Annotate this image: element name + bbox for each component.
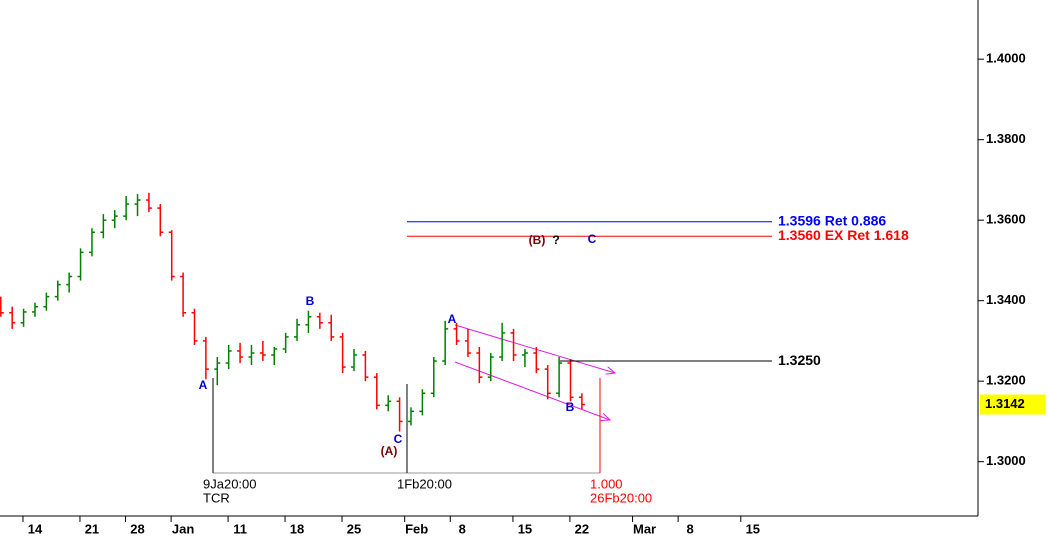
wave-label: ? xyxy=(552,233,559,247)
x-tick-label: 28 xyxy=(130,521,144,536)
wave-label: (B) xyxy=(529,233,546,247)
x-tick-label: 25 xyxy=(347,521,361,536)
marker-label: 26Fb20:00 xyxy=(590,490,652,505)
marker-label: 1.000 xyxy=(590,476,623,491)
x-tick-label: 15 xyxy=(746,521,760,536)
x-tick-label: 8 xyxy=(687,521,694,536)
x-tick-label: 15 xyxy=(518,521,532,536)
wave-label: B xyxy=(306,294,315,308)
y-tick-label: 1.3800 xyxy=(986,131,1026,146)
y-tick-label: 1.4000 xyxy=(986,51,1026,66)
y-tick-label: 1.3600 xyxy=(986,212,1026,227)
x-tick-label: 8 xyxy=(459,521,466,536)
x-tick-label: Jan xyxy=(172,521,194,536)
wave-label: (A) xyxy=(381,444,398,458)
x-tick-label: Feb xyxy=(405,521,428,536)
x-tick-label: 18 xyxy=(290,521,304,536)
level-label: 1.3250 xyxy=(778,352,821,368)
x-tick-label: Mar xyxy=(633,521,656,536)
wave-label: A xyxy=(448,312,457,326)
x-tick-label: 22 xyxy=(575,521,589,536)
wave-label: B xyxy=(566,400,575,414)
channel-upper xyxy=(454,324,615,373)
x-tick-label: 21 xyxy=(85,521,99,536)
x-tick-label: 11 xyxy=(233,521,247,536)
channel-lower xyxy=(454,361,610,420)
wave-label: C xyxy=(394,432,403,446)
marker-label: 1Fb20:00 xyxy=(397,476,452,491)
x-tick-label: 14 xyxy=(28,521,43,536)
level-label: 1.3560 EX Ret 1.618 xyxy=(778,227,909,243)
marker-label: TCR xyxy=(203,490,230,505)
last-price-box xyxy=(980,394,1045,415)
last-price-label: 1.3142 xyxy=(985,396,1025,411)
y-tick-label: 1.3200 xyxy=(986,373,1026,388)
marker-label: 9Ja20:00 xyxy=(203,476,257,491)
y-tick-label: 1.3000 xyxy=(986,453,1026,468)
wave-label: A xyxy=(199,378,208,392)
level-label: 1.3596 Ret 0.886 xyxy=(778,212,886,228)
wave-label: C xyxy=(588,232,597,246)
y-tick-label: 1.3400 xyxy=(986,292,1026,307)
